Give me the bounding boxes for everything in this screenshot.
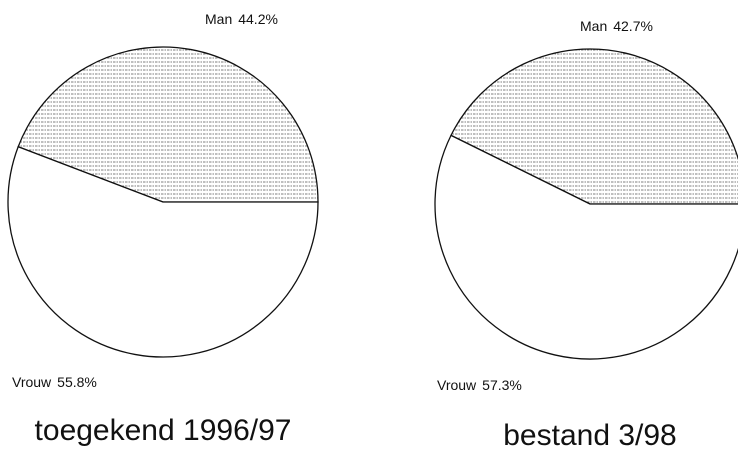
pie-slice: [17, 46, 319, 203]
slice-value: 57.3%: [482, 377, 522, 393]
chart-title: toegekend 1996/97: [35, 414, 292, 447]
slice-label: Vrouw 57.3%: [437, 377, 522, 393]
slice-value: 44.2%: [238, 11, 278, 27]
slice-label: Man 44.2%: [205, 11, 278, 27]
slice-label: Man 42.7%: [580, 18, 653, 34]
slice-category: Vrouw: [437, 377, 477, 393]
slice-category: Vrouw: [12, 374, 52, 390]
pie-slice: [7, 145, 319, 358]
slice-category: Man: [580, 18, 607, 34]
slice-value: 55.8%: [57, 374, 97, 390]
pie-slice: [434, 134, 738, 360]
pie-slice: [450, 48, 738, 205]
chart-title: bestand 3/98: [503, 419, 676, 450]
slice-value: 42.7%: [613, 18, 653, 34]
slice-label: Vrouw 55.8%: [12, 374, 97, 390]
slice-category: Man: [205, 11, 232, 27]
